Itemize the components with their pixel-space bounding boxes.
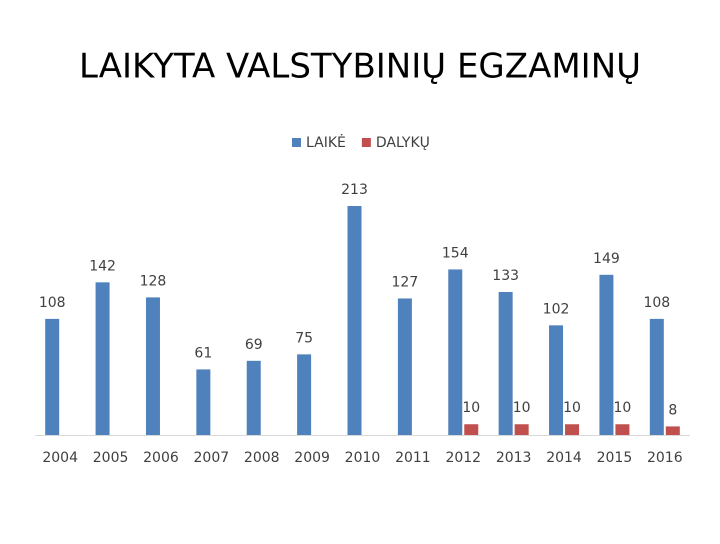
data-label: 69 xyxy=(245,337,263,353)
chart-title: LAIKYTA VALSTYBINIŲ EGZAMINŲ xyxy=(79,47,641,87)
data-label: 154 xyxy=(442,245,469,261)
data-label: 133 xyxy=(492,268,519,284)
bar xyxy=(448,269,463,435)
bar xyxy=(514,424,529,435)
legend-label: LAIKĖ xyxy=(306,133,346,151)
data-label: 61 xyxy=(194,345,212,361)
data-label: 149 xyxy=(593,251,620,267)
data-label: 128 xyxy=(140,273,167,289)
data-label: 127 xyxy=(392,274,419,290)
legend-label: DALYKŲ xyxy=(376,135,430,151)
bar xyxy=(665,426,680,435)
data-label: 142 xyxy=(89,258,116,274)
x-tick-label: 2012 xyxy=(445,450,481,466)
bar xyxy=(397,298,412,435)
x-tick-label: 2006 xyxy=(143,450,179,466)
bar xyxy=(615,424,630,435)
legend-swatch xyxy=(361,138,371,147)
data-label: 108 xyxy=(643,295,670,311)
data-label: 10 xyxy=(513,400,531,416)
bar xyxy=(565,424,580,435)
data-label: 10 xyxy=(614,400,632,416)
bar xyxy=(498,292,513,435)
data-label: 108 xyxy=(39,295,66,311)
bar xyxy=(45,318,60,435)
x-tick-label: 2014 xyxy=(546,450,582,466)
bar xyxy=(246,360,261,435)
x-tick-label: 2008 xyxy=(244,450,280,466)
bar xyxy=(297,354,312,435)
x-tick-label: 2005 xyxy=(93,450,129,466)
x-tick-label: 2007 xyxy=(194,450,230,466)
bar xyxy=(464,424,479,435)
data-label: 10 xyxy=(462,400,480,416)
data-label: 8 xyxy=(668,402,677,418)
data-label: 102 xyxy=(543,301,570,317)
x-tick-label: 2015 xyxy=(597,450,633,466)
bar xyxy=(145,297,160,435)
bar xyxy=(549,325,564,435)
legend-swatch xyxy=(292,138,301,147)
data-label: 10 xyxy=(563,400,581,416)
bar xyxy=(95,282,110,435)
bar xyxy=(649,318,664,435)
x-tick-label: 2016 xyxy=(647,450,683,466)
x-tick-label: 2004 xyxy=(42,450,78,466)
bar xyxy=(347,206,362,435)
bar xyxy=(196,369,211,435)
x-tick-label: 2010 xyxy=(345,450,381,466)
x-tick-label: 2009 xyxy=(294,450,330,466)
data-label: 75 xyxy=(295,330,313,346)
data-label: 213 xyxy=(341,182,368,198)
x-tick-label: 2011 xyxy=(395,450,431,466)
bar xyxy=(599,274,614,435)
x-tick-label: 2013 xyxy=(496,450,532,466)
